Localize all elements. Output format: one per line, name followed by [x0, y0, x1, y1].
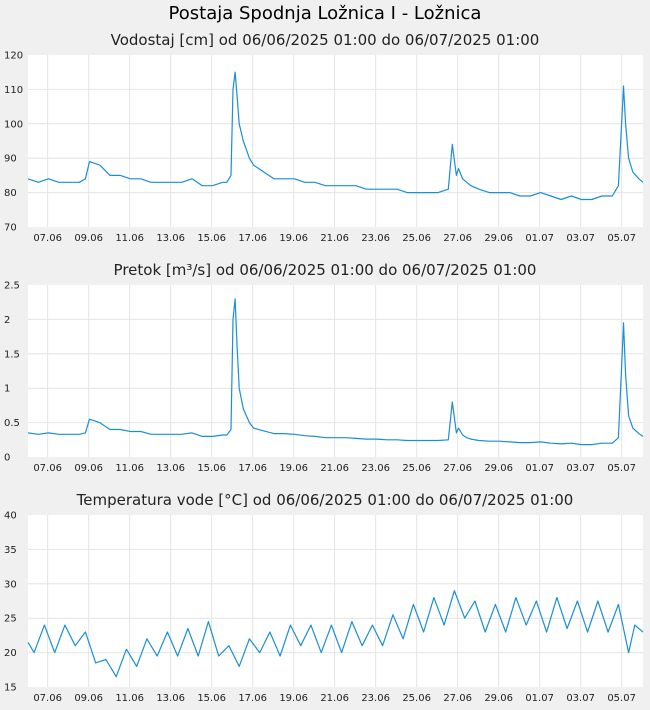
x-tick-label: 25.06 [402, 693, 431, 704]
x-tick-label: 25.06 [402, 463, 431, 474]
x-tick-label: 05.07 [607, 693, 636, 704]
x-tick-label: 25.06 [402, 233, 431, 244]
x-tick-label: 03.07 [566, 233, 595, 244]
x-tick-label: 01.07 [525, 693, 554, 704]
chart-title: Vodostaj [cm] od 06/06/2025 01:00 do 06/… [111, 31, 540, 49]
y-tick-label: 30 [4, 579, 17, 590]
y-tick-label: 100 [4, 119, 23, 130]
series-line [27, 590, 644, 678]
x-tick-label: 03.07 [566, 463, 595, 474]
x-tick-label: 21.06 [320, 233, 349, 244]
x-tick-label: 23.06 [361, 693, 390, 704]
x-tick-label: 01.07 [525, 233, 554, 244]
y-tick-label: 20 [4, 648, 17, 659]
plot-area-2 [28, 515, 643, 687]
x-tick-label: 09.06 [74, 463, 103, 474]
x-tick-label: 13.06 [156, 693, 185, 704]
x-tick-label: 07.06 [33, 693, 62, 704]
x-tick-label: 19.06 [279, 693, 308, 704]
x-tick-label: 07.06 [33, 233, 62, 244]
x-tick-label: 11.06 [115, 693, 144, 704]
y-tick-label: 35 [4, 545, 17, 556]
y-tick-label: 2 [4, 315, 10, 326]
x-tick-label: 15.06 [197, 693, 226, 704]
x-tick-label: 03.07 [566, 693, 595, 704]
x-tick-label: 19.06 [279, 463, 308, 474]
x-tick-label: 09.06 [74, 693, 103, 704]
chart-title: Temperatura vode [°C] od 06/06/2025 01:0… [76, 491, 574, 509]
y-tick-label: 110 [4, 85, 23, 96]
chart-title: Pretok [m³/s] od 06/06/2025 01:00 do 06/… [114, 261, 537, 279]
x-tick-label: 15.06 [197, 463, 226, 474]
y-tick-label: 120 [4, 51, 23, 62]
x-tick-label: 17.06 [238, 463, 267, 474]
x-tick-label: 23.06 [361, 233, 390, 244]
series-line [27, 298, 644, 446]
x-tick-label: 01.07 [525, 463, 554, 474]
x-tick-label: 27.06 [443, 233, 472, 244]
x-tick-label: 27.06 [443, 693, 472, 704]
x-tick-label: 13.06 [156, 233, 185, 244]
x-tick-label: 29.06 [484, 693, 513, 704]
x-tick-label: 05.07 [607, 463, 636, 474]
y-tick-label: 70 [4, 223, 17, 234]
series-line [27, 71, 644, 201]
x-tick-label: 27.06 [443, 463, 472, 474]
x-tick-label: 21.06 [320, 693, 349, 704]
y-tick-label: 0.5 [4, 418, 20, 429]
x-tick-label: 17.06 [238, 693, 267, 704]
y-tick-label: 90 [4, 154, 17, 165]
x-tick-label: 11.06 [115, 233, 144, 244]
plot-area-0 [28, 55, 643, 227]
x-tick-label: 29.06 [484, 233, 513, 244]
plot-area-1 [28, 285, 643, 457]
x-tick-label: 11.06 [115, 463, 144, 474]
x-tick-label: 15.06 [197, 233, 226, 244]
y-tick-label: 2.5 [4, 281, 20, 292]
x-tick-label: 13.06 [156, 463, 185, 474]
y-tick-label: 0 [4, 453, 10, 464]
x-tick-label: 05.07 [607, 233, 636, 244]
x-tick-label: 07.06 [33, 463, 62, 474]
y-tick-label: 80 [4, 188, 17, 199]
page-title: Postaja Spodnja Ložnica I - Ložnica [168, 3, 482, 24]
x-tick-label: 09.06 [74, 233, 103, 244]
y-tick-label: 1 [4, 384, 10, 395]
y-tick-label: 40 [4, 511, 17, 522]
y-tick-label: 25 [4, 614, 17, 625]
x-tick-label: 19.06 [279, 233, 308, 244]
x-tick-label: 21.06 [320, 463, 349, 474]
y-tick-label: 15 [4, 683, 17, 694]
x-tick-label: 29.06 [484, 463, 513, 474]
y-tick-label: 1.5 [4, 349, 20, 360]
x-tick-label: 23.06 [361, 463, 390, 474]
x-tick-label: 17.06 [238, 233, 267, 244]
